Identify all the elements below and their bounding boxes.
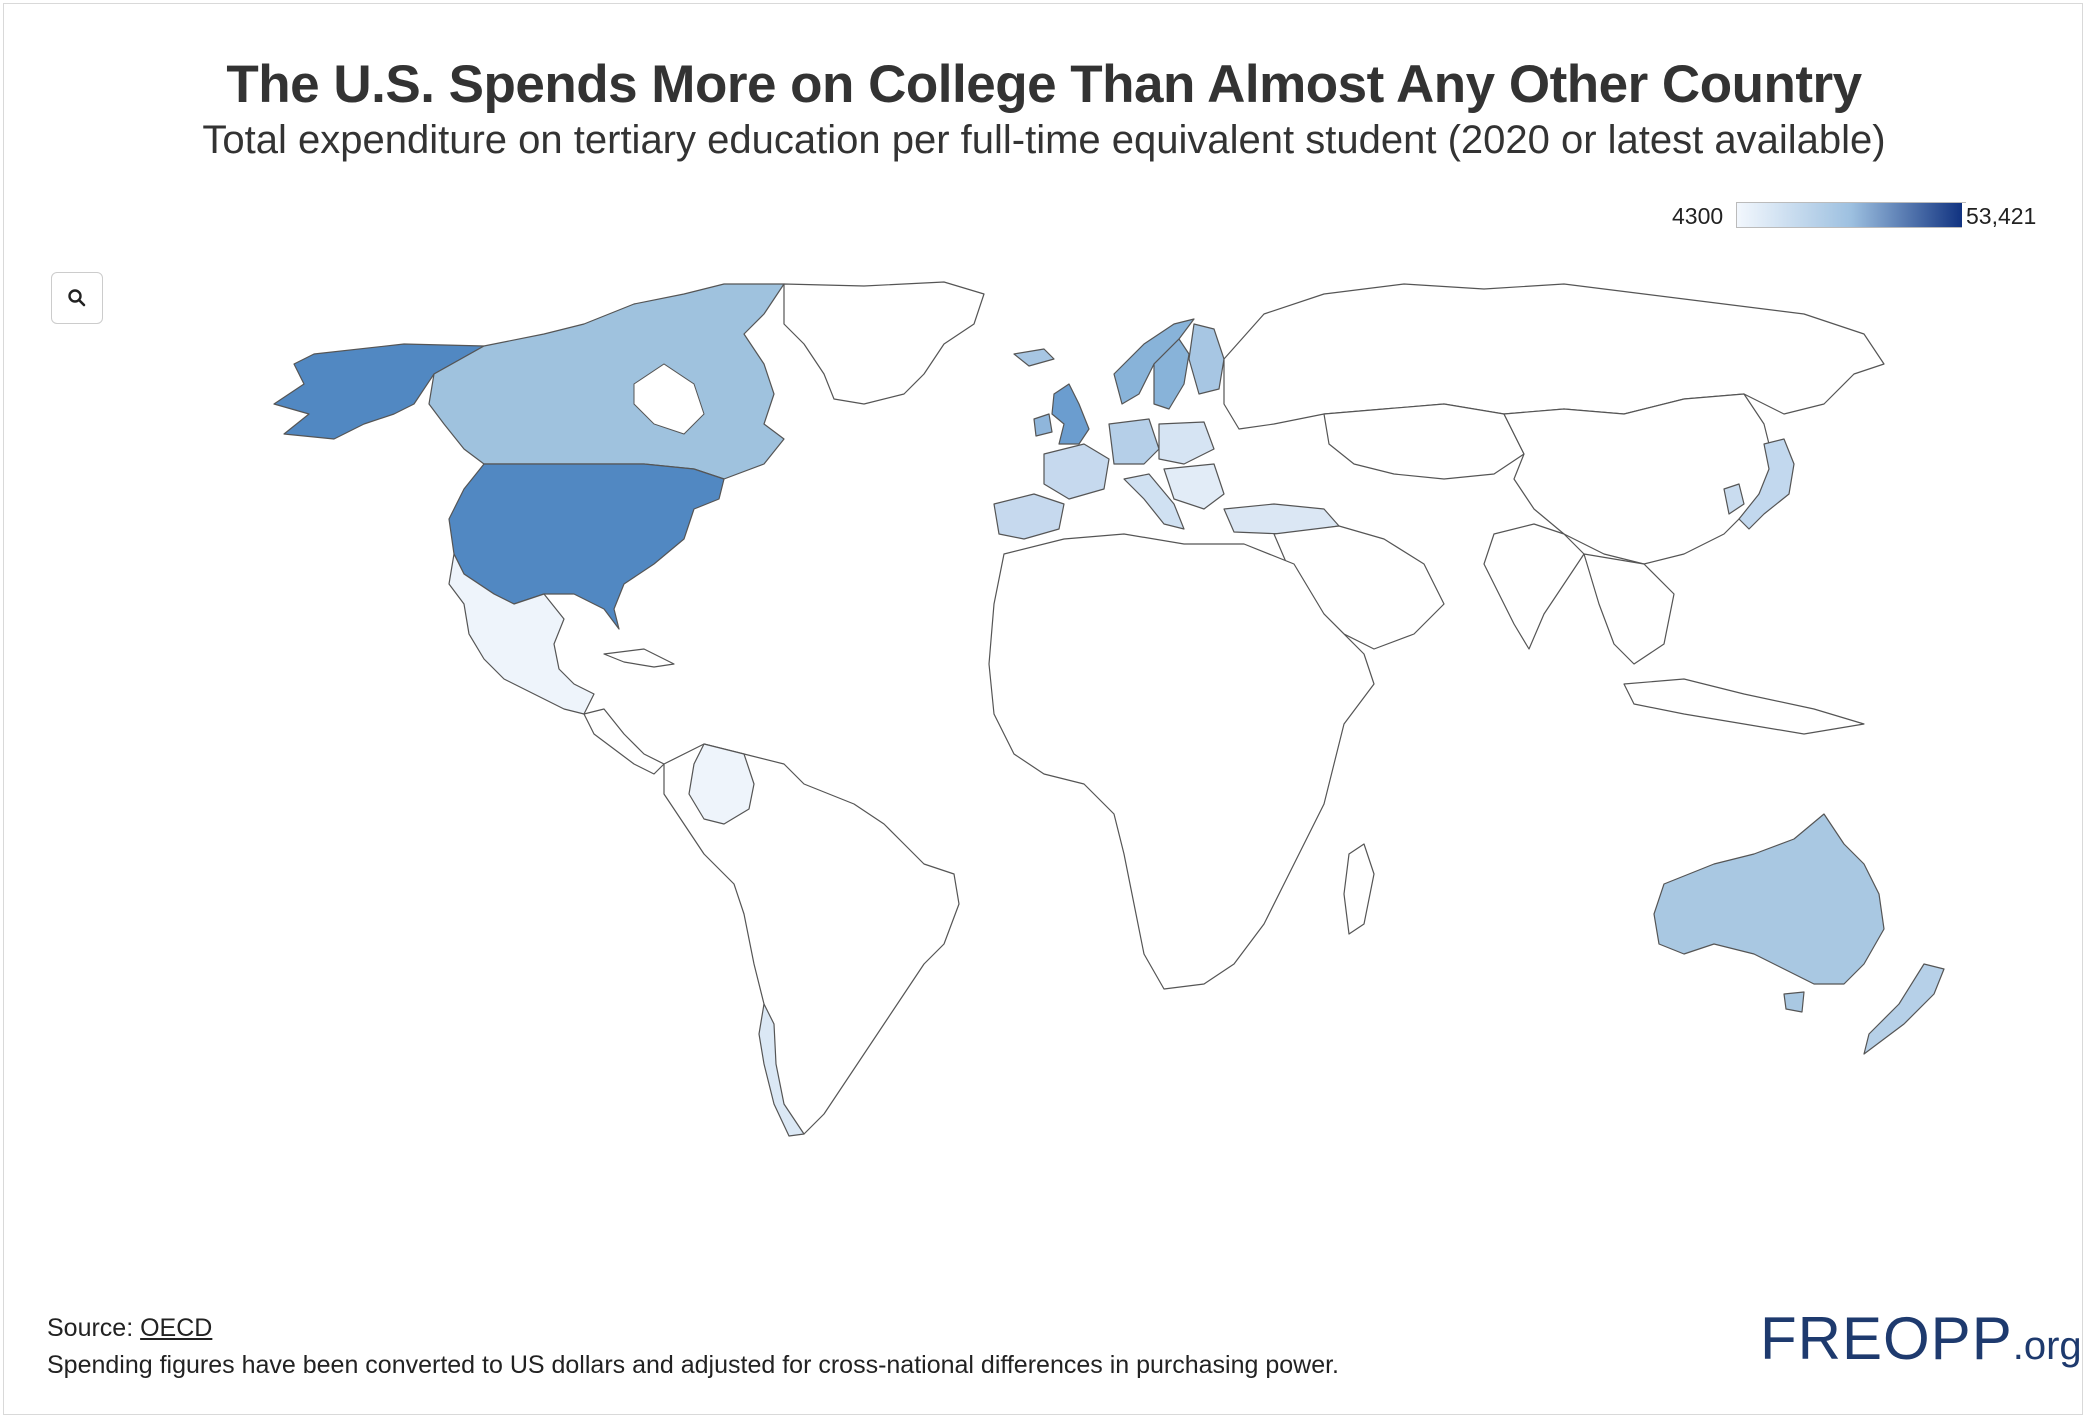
germany[interactable]	[1108, 418, 1160, 465]
source-link[interactable]: OECD	[140, 1314, 213, 1342]
madagascar[interactable]	[1343, 843, 1375, 935]
search-icon	[68, 289, 86, 307]
chart-frame: The U.S. Spends More on College Than Alm…	[3, 3, 2083, 1415]
source-line: Source: OECD	[47, 1314, 212, 1343]
japan[interactable]	[1738, 438, 1795, 530]
chile[interactable]	[758, 1003, 805, 1137]
spain-portugal[interactable]	[993, 493, 1065, 540]
footnote: Spending figures have been converted to …	[47, 1351, 1340, 1379]
freopp-logo: FREOPP.org	[1760, 1304, 2082, 1374]
new-zealand[interactable]	[1863, 963, 1945, 1055]
united-kingdom[interactable]	[1051, 383, 1090, 445]
mexico[interactable]	[448, 553, 595, 715]
poland-central[interactable]	[1158, 421, 1215, 465]
logo-main: FREOPP	[1760, 1305, 2013, 1372]
legend-gradient-bar	[1736, 202, 1966, 228]
africa[interactable]	[988, 533, 1375, 990]
colombia[interactable]	[688, 743, 755, 825]
chart-subtitle: Total expenditure on tertiary education …	[202, 118, 1886, 162]
russia[interactable]	[1223, 283, 1885, 430]
sweden[interactable]	[1153, 338, 1190, 410]
southeast-asia[interactable]	[1583, 553, 1675, 665]
south-america[interactable]	[663, 743, 960, 1135]
tasmania[interactable]	[1783, 991, 1805, 1013]
australia[interactable]	[1653, 813, 1885, 985]
world-map[interactable]	[164, 264, 1964, 1144]
china-mongolia[interactable]	[1503, 393, 1775, 565]
legend-max-label: 53,421	[1962, 203, 2037, 230]
france[interactable]	[1043, 443, 1110, 500]
greenland[interactable]	[783, 281, 985, 405]
source-prefix: Source:	[47, 1314, 141, 1342]
zoom-button[interactable]	[51, 272, 103, 324]
legend-min-label: 4300	[1672, 203, 1724, 229]
cuba[interactable]	[603, 648, 675, 668]
chart-title: The U.S. Spends More on College Than Alm…	[226, 55, 1862, 114]
hudson-bay	[633, 363, 705, 435]
finland[interactable]	[1188, 323, 1225, 395]
color-legend: 4300 53,421	[1644, 200, 2044, 230]
italy[interactable]	[1123, 473, 1185, 530]
balkans[interactable]	[1163, 463, 1225, 510]
logo-suffix: .org	[2012, 1324, 2082, 1368]
india[interactable]	[1483, 523, 1585, 650]
iceland[interactable]	[1013, 348, 1055, 367]
canada[interactable]	[428, 283, 785, 480]
ireland[interactable]	[1033, 413, 1053, 437]
central-asia[interactable]	[1323, 403, 1525, 480]
central-america[interactable]	[583, 708, 665, 775]
indonesia[interactable]	[1623, 678, 1865, 735]
south-korea[interactable]	[1723, 483, 1745, 515]
